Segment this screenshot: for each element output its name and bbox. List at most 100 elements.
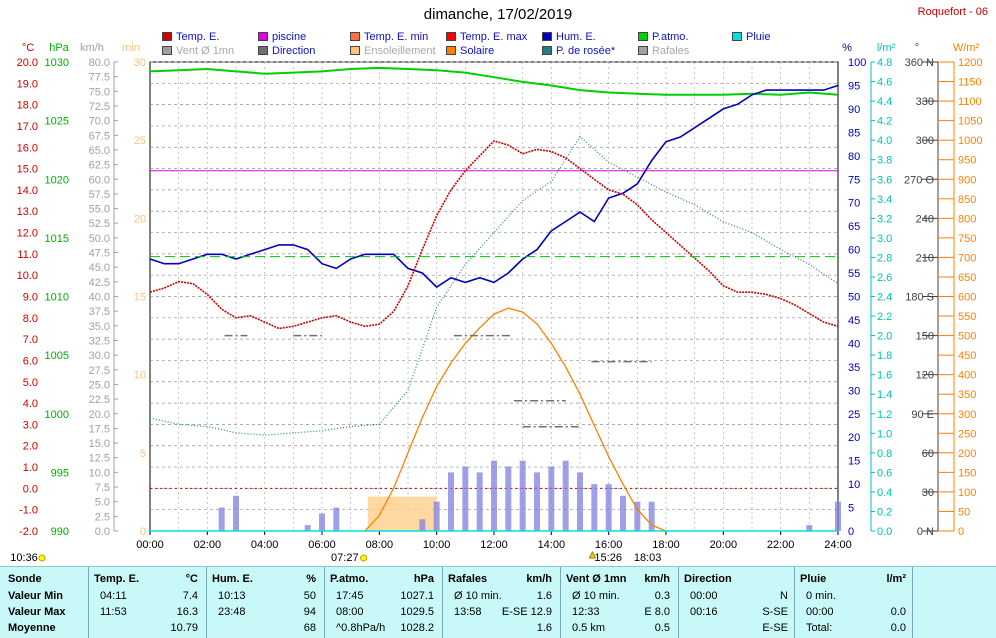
temp-tick-label: 20.0: [17, 57, 38, 69]
temp-tick-label: 13.0: [17, 206, 38, 218]
time-tick-label: 02:00: [194, 539, 222, 551]
table-unit: km/h: [526, 573, 552, 585]
temp-tick-label: 18.0: [17, 100, 38, 112]
rain-tick-label: 0.2: [877, 506, 892, 518]
legend-item[interactable]: Temp. E. max: [446, 31, 527, 43]
wind-tick-label: 2.5: [95, 511, 110, 523]
pressure-line: [149, 66, 839, 96]
table-cell: ^0.8hPa/h: [336, 622, 386, 634]
legend-swatch: [162, 46, 172, 55]
humidity-tick-label: 75: [848, 174, 860, 186]
temp-tick-label: 10.0: [17, 270, 38, 282]
table-cell-value: S-SE: [762, 606, 788, 618]
rain-tick-label: 1.2: [877, 409, 892, 421]
rain-tick-label: 0.8: [877, 448, 892, 460]
legend-label: Rafales: [652, 45, 690, 57]
solar-tick-label: 1100: [958, 96, 982, 108]
table-cell: 11:53: [100, 606, 127, 618]
legend-item[interactable]: Vent Ø 1mn: [162, 45, 234, 57]
table-header: Sonde: [8, 573, 42, 585]
table-header: Hum. E.: [212, 573, 253, 585]
wind-tick-label: 12.5: [89, 453, 110, 465]
pressure-tick-label: 1030: [45, 57, 69, 69]
table-cell: 13:58: [454, 606, 482, 618]
table-unit: hPa: [413, 573, 434, 585]
rain-tick-label: 0.4: [877, 487, 892, 499]
temp-tick-label: 3.0: [23, 419, 38, 431]
temp-tick-label: 16.0: [17, 142, 38, 154]
rain-tick-label: 4.8: [877, 57, 892, 69]
pressure-tick-label: 1010: [45, 292, 69, 304]
table-cell-value: 94: [303, 606, 316, 618]
temp-tick-label: 17.0: [17, 121, 38, 133]
table-header: Temp. E.: [94, 573, 140, 585]
time-tick-label: 20:00: [710, 539, 738, 551]
direction-tick-label: 330: [916, 96, 934, 108]
legend-item[interactable]: Direction: [258, 45, 315, 57]
direction-tick-label: 360 N: [905, 57, 934, 69]
legend-item[interactable]: P. de rosée*: [542, 45, 615, 57]
wind-tick-label: 70.0: [89, 116, 110, 128]
table-row-label: Valeur Min: [8, 590, 64, 602]
gust-bar: [476, 472, 483, 531]
table-cell-value: 1.6: [536, 590, 552, 602]
solar-tick-label: 100: [958, 487, 976, 499]
legend-swatch: [446, 46, 456, 55]
noon-marker: [588, 550, 597, 559]
table-cell-value: 0.0: [890, 606, 906, 618]
legend-item[interactable]: Rafales: [638, 45, 689, 57]
wind-tick-label: 7.5: [95, 482, 110, 494]
humidity-tick-label: 55: [848, 268, 860, 280]
gust-bar: [233, 495, 239, 531]
legend-item[interactable]: Solaire: [446, 45, 494, 57]
minutes-tick-label: 20: [134, 213, 146, 225]
legend-item[interactable]: Temp. E. min: [350, 31, 428, 43]
table-cell: 17:45: [336, 590, 364, 602]
legend-label: Temp. E. min: [364, 31, 429, 43]
legend-item[interactable]: piscine: [258, 31, 306, 43]
summary-table: Sonde Temp. E. °C Hum. E.% P.atmo. hPa Rafales…: [0, 566, 996, 638]
rain-tick-label: 3.8: [877, 155, 892, 167]
legend-item[interactable]: Ensoleillement: [350, 45, 436, 57]
legend-swatch: [732, 32, 742, 41]
wind-tick-label: 20.0: [89, 409, 110, 421]
table-cell-value: 1027.1: [400, 590, 434, 602]
dewpoint-line: [149, 135, 839, 436]
gust-bar: [519, 460, 526, 531]
solar-tick-label: 450: [958, 350, 976, 362]
legend-label: Solaire: [460, 45, 495, 57]
gust-bar: [304, 525, 311, 531]
legend-swatch: [542, 32, 552, 41]
rain-tick-label: 2.8: [877, 252, 892, 264]
weather-chart: 20.0 19.0 18.0 17.0 16.0 15.0 14.0 13.0 12.0 11.0…: [10, 42, 982, 564]
legend-item[interactable]: Hum. E.: [542, 31, 596, 43]
time-tick-label: 06:00: [308, 539, 336, 551]
table-cell-value: 10.79: [170, 622, 198, 634]
gust-bar: [620, 495, 626, 531]
solar-tick-label: 250: [958, 428, 976, 440]
legend-item[interactable]: Pluie: [732, 31, 770, 43]
gust-bar: [319, 513, 325, 531]
solar-axis-unit: W/m²: [953, 42, 980, 54]
table-cell: 00:16: [690, 606, 718, 618]
gust-bar: [218, 507, 225, 531]
temp-tick-label: 15.0: [17, 164, 38, 176]
legend-label: Pluie: [746, 31, 771, 43]
table-cell-value: 0.0: [890, 622, 906, 634]
humidity-tick-label: 30: [848, 385, 860, 397]
pressure-tick-label: 1000: [45, 409, 69, 421]
legend-item[interactable]: Temp. E.: [162, 31, 219, 43]
table-separator: [912, 567, 913, 638]
table-cell: 08:00: [336, 606, 364, 618]
solar-tick-label: 750: [958, 233, 976, 245]
table-cell-value: 0.3: [654, 590, 670, 602]
humidity-tick-label: 95: [848, 80, 860, 92]
gust-bar: [462, 466, 469, 531]
sunrise-marker: [360, 554, 368, 562]
wind-tick-label: 80.0: [89, 57, 110, 69]
direction-tick-label: 60: [922, 448, 934, 460]
legend-item[interactable]: P.atmo.: [638, 31, 689, 43]
table-cell-value: 1028.2: [400, 622, 434, 634]
legend-swatch: [638, 32, 648, 41]
wind-tick-label: 42.5: [89, 277, 110, 289]
